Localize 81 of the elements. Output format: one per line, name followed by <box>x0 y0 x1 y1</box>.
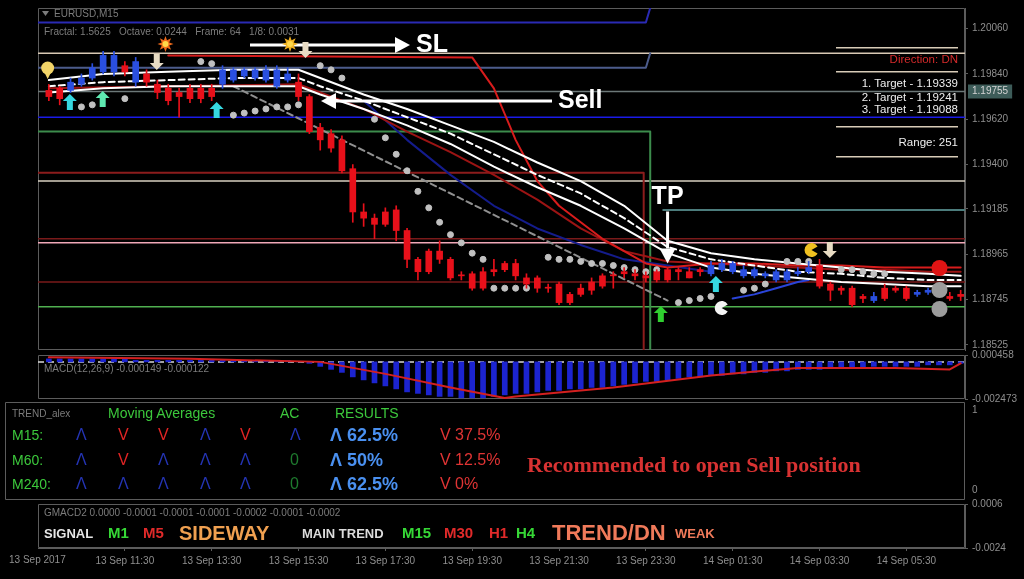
text: Λ <box>76 426 87 444</box>
text: Λ <box>158 451 169 469</box>
annotation: MAIN TREND <box>302 525 384 541</box>
text: Λ <box>200 451 211 469</box>
x-tick-label: 13 Sep 11:30 <box>95 554 155 566</box>
text: MACD(12,26,9) -0.000149 -0.000122 <box>44 362 210 374</box>
annotation: 2. Target - 1.19241 <box>861 90 958 103</box>
y-tick-label: 0.0006 <box>972 497 1004 509</box>
x-tick-label: 13 Sep 13:30 <box>181 554 242 566</box>
text: Λ <box>118 475 129 493</box>
x-tick-label: 14 Sep 05:30 <box>876 554 937 566</box>
text: V <box>118 426 129 444</box>
text: Recommended to open Sell position <box>527 451 861 477</box>
annotation: WEAK <box>675 525 716 541</box>
y-tick-label: 1.19400 <box>972 158 1009 170</box>
text: Λ <box>76 475 87 493</box>
annotation: TP <box>651 181 684 210</box>
text: Λ <box>76 451 87 469</box>
y-tick-label: 1.19840 <box>972 67 1009 79</box>
annotation: H1 <box>489 524 509 542</box>
ref-line-label: 1.19755 <box>972 85 1009 97</box>
y-tick-label: -0.002473 <box>972 392 1018 404</box>
text: M60: <box>12 451 44 468</box>
annotation: M15 <box>402 524 432 542</box>
text: Moving Averages <box>108 404 216 421</box>
annotation: SL <box>416 28 448 57</box>
annotation: TREND/DN <box>552 520 666 546</box>
annotation: M30 <box>444 524 474 542</box>
y-tick-label: -0.0024 <box>972 541 1007 553</box>
chart-title: EURUSD,M15 <box>54 7 119 19</box>
x-tick-label: 13 Sep 19:30 <box>442 554 503 566</box>
x-tick-label: 13 Sep 21:30 <box>529 554 590 566</box>
text: 0 <box>290 451 299 469</box>
text: Λ 62.5% <box>330 473 399 494</box>
y-tick-label: 1.18965 <box>972 247 1009 259</box>
annotation: M5 <box>143 524 164 542</box>
text: 1 <box>972 403 978 415</box>
annotation: 1. Target - 1.19339 <box>861 77 958 90</box>
text: Fractal: 1.5625 Octave: 0.0244 Frame: 64 1/8: 0.0031 <box>44 25 300 37</box>
text: M15: <box>12 426 44 443</box>
text: V <box>118 451 129 469</box>
text: Λ <box>290 426 301 444</box>
x-tick-label: 14 Sep 03:30 <box>789 554 850 566</box>
text: M240: <box>12 475 51 492</box>
annotation: 3. Target - 1.19088 <box>861 103 958 116</box>
annotation: Range: 251 <box>898 136 958 149</box>
text: 0 <box>290 475 299 493</box>
text: Λ <box>240 475 251 493</box>
text: V 37.5% <box>440 426 501 444</box>
text: Λ 50% <box>330 449 384 470</box>
text: 0 <box>972 483 978 495</box>
text: V <box>240 426 251 444</box>
text: V 0% <box>440 475 479 493</box>
y-tick-label: 1.20060 <box>972 22 1009 34</box>
text: Λ <box>200 475 211 493</box>
x-tick-label: 13 Sep 17:30 <box>355 554 416 566</box>
annotation: H4 <box>516 524 536 542</box>
text: RESULTS <box>335 404 399 421</box>
y-tick-label: 1.18745 <box>972 293 1009 305</box>
annotation: M1 <box>108 524 129 542</box>
x-tick-label: 14 Sep 01:30 <box>702 554 763 566</box>
chart-title: GMACD2 0.0000 -0.0001 -0.0001 -0.0001 -0.0002 -0.0001 -0.0002 <box>44 506 341 518</box>
text: TREND_alex <box>12 407 71 419</box>
text: V <box>158 426 169 444</box>
x-tick-label: 13 Sep 15:30 <box>268 554 329 566</box>
text: V 12.5% <box>440 451 501 469</box>
text: Λ <box>240 451 251 469</box>
annotation: SIDEWAY <box>179 521 271 544</box>
y-tick-label: 1.18525 <box>972 338 1009 350</box>
annotation: SIGNAL <box>44 525 94 541</box>
y-tick-label: 1.19620 <box>972 113 1009 124</box>
text: Λ <box>158 475 169 493</box>
y-tick-label: 1.19185 <box>972 202 1009 214</box>
text: AC <box>280 404 300 421</box>
annotation: Sell <box>558 84 603 113</box>
text: 13 Sep 2017 <box>9 553 67 565</box>
y-tick-label: 0.000458 <box>972 348 1015 360</box>
text: Λ <box>200 426 211 444</box>
x-tick-label: 13 Sep 23:30 <box>616 554 677 566</box>
text: Λ 62.5% <box>330 424 399 445</box>
annotation: Direction: DN <box>889 53 958 66</box>
